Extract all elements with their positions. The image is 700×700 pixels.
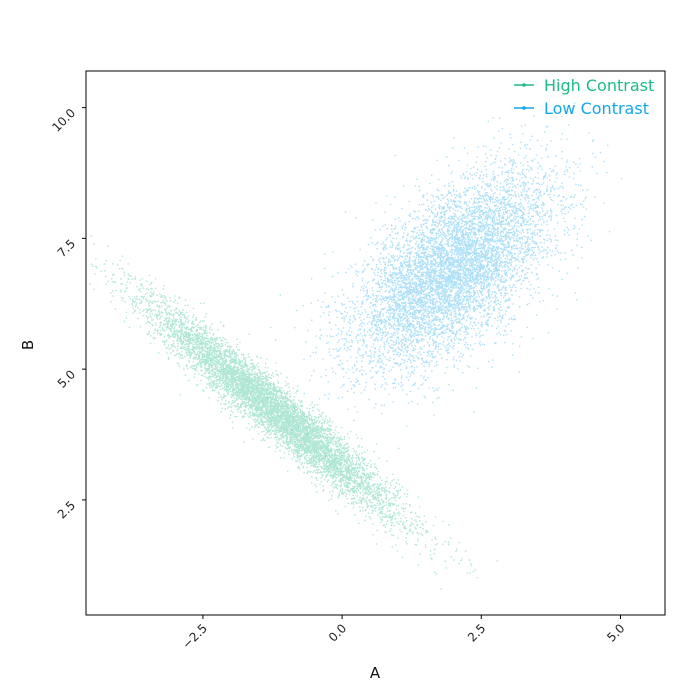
legend-item-low-contrast: Low Contrast: [514, 99, 649, 118]
legend: High Contrast Low Contrast: [514, 76, 654, 118]
legend-item-high-contrast: High Contrast: [514, 76, 654, 95]
legend-label-low-contrast: Low Contrast: [544, 99, 649, 118]
legend-dot-high-contrast: [522, 83, 526, 87]
x-axis-ticks: −2.5 0.0 2.5 5.0: [180, 615, 628, 652]
y-tick-label: 7.5: [55, 237, 78, 260]
y-tick-label: 5.0: [55, 367, 78, 390]
points-layer: [89, 83, 623, 590]
y-axis-ticks: 2.5 5.0 7.5 10.0: [49, 106, 86, 522]
legend-dot-low-contrast: [522, 106, 526, 110]
legend-label-high-contrast: High Contrast: [544, 76, 654, 95]
x-tick-label: 5.0: [604, 621, 627, 644]
plot-frame: [85, 70, 666, 616]
x-tick-label: 2.5: [465, 621, 488, 644]
y-tick-label: 10.0: [49, 106, 78, 135]
x-tick-label: 0.0: [326, 621, 349, 644]
series-high-contrast: [89, 235, 498, 590]
x-tick-label: −2.5: [180, 621, 211, 652]
y-axis-label: B: [19, 340, 37, 350]
scatter-point: [89, 235, 498, 590]
scatter-point: [266, 83, 623, 457]
x-axis-label: A: [370, 664, 381, 682]
y-tick-label: 2.5: [55, 498, 78, 521]
series-low-contrast: [266, 83, 623, 457]
